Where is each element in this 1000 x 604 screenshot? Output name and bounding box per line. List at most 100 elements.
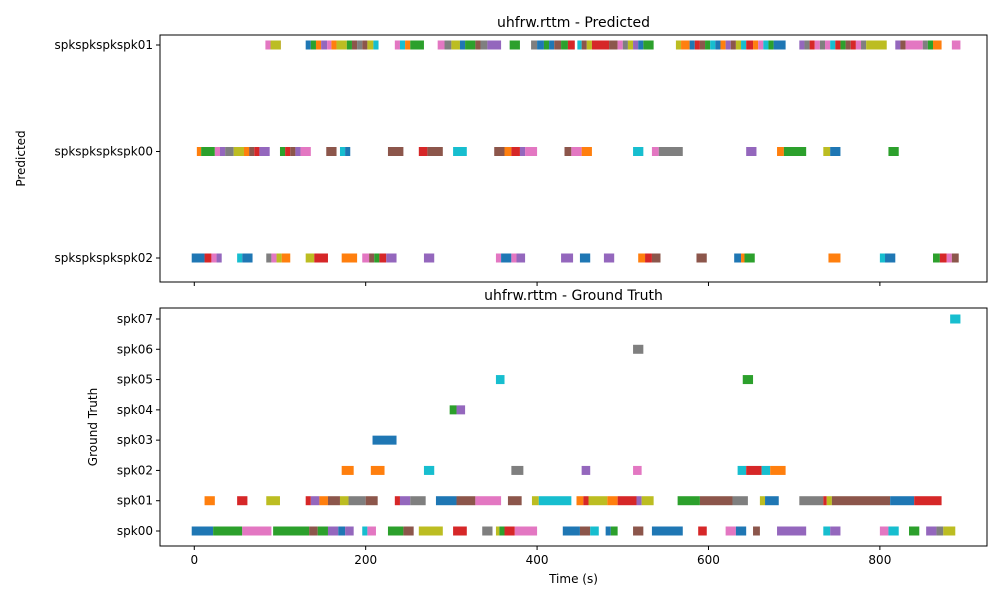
segment-spkspkspkspk02 [281, 253, 291, 263]
segment-spkspkspkspk01 [531, 40, 538, 50]
segment-spkspkspkspk00 [225, 147, 234, 156]
segment-spkspkspkspk01 [321, 40, 328, 50]
segment-spkspkspkspk01 [681, 40, 690, 50]
segment-spkspkspkspk01 [741, 40, 747, 50]
segment-spkspkspkspk02 [341, 253, 358, 263]
segment-spk00 [327, 526, 339, 536]
segment-spkspkspkspk01 [927, 40, 934, 50]
segment-spkspkspkspk01 [933, 40, 942, 50]
segment-spkspkspkspk01 [819, 40, 826, 50]
y-tick-label: spkspkspkspk00 [54, 145, 153, 159]
segment-spkspkspkspk02 [379, 253, 387, 263]
segment-spk01 [641, 496, 654, 506]
segment-spk01 [435, 496, 457, 506]
segment-spkspkspkspk01 [900, 40, 906, 50]
segment-spkspkspkspk00 [427, 147, 443, 156]
segment-spkspkspkspk01 [850, 40, 856, 50]
segment-spk01 [636, 496, 642, 506]
ground-truth-segments [191, 314, 961, 536]
segment-spkspkspkspk01 [809, 40, 815, 50]
segment-spk00 [499, 526, 505, 536]
segment-spkspkspkspk00 [651, 147, 659, 156]
segment-spkspkspkspk00 [888, 147, 899, 156]
segment-spkspkspkspk01 [394, 40, 400, 50]
segment-spkspkspkspk00 [345, 147, 351, 156]
segment-spkspkspkspk02 [216, 253, 222, 263]
segment-spkspkspkspk00 [519, 147, 526, 156]
segment-spkspkspkspk02 [305, 253, 315, 263]
segment-spkspkspkspk01 [895, 40, 901, 50]
segment-spkspkspkspk01 [675, 40, 682, 50]
segment-spk02 [370, 465, 385, 475]
segment-spk00 [387, 526, 404, 536]
segment-spk00 [317, 526, 328, 536]
segment-spk04 [449, 405, 457, 415]
segment-spkspkspkspk01 [845, 40, 851, 50]
segment-spkspkspkspk01 [799, 40, 805, 50]
segment-spk01 [327, 496, 340, 506]
segment-spkspkspkspk02 [242, 253, 253, 263]
segment-spk00 [562, 526, 580, 536]
segment-spk02 [341, 465, 354, 475]
segment-spkspkspkspk00 [823, 147, 831, 156]
segment-spkspkspkspk01 [591, 40, 610, 50]
segment-spk00 [753, 526, 760, 536]
segment-spkspkspkspk00 [243, 147, 250, 156]
segment-spkspkspkspk01 [465, 40, 476, 50]
segment-spkspkspkspk01 [437, 40, 445, 50]
segment-spkspkspkspk01 [410, 40, 424, 50]
segment-spkspkspkspk01 [459, 40, 466, 50]
segment-spkspkspkspk01 [922, 40, 928, 50]
segment-spk00 [213, 526, 243, 536]
segment-spk01 [759, 496, 766, 506]
segment-spk01 [607, 496, 618, 506]
segment-spk02 [581, 465, 591, 475]
segment-spkspkspkspk02 [645, 253, 652, 263]
predicted-axes-frame [159, 34, 988, 283]
segment-spkspkspkspk01 [735, 40, 742, 50]
segment-spkspkspkspk00 [295, 147, 301, 156]
y-tick-label: spk06 [117, 342, 153, 356]
segment-spkspkspkspk00 [300, 147, 311, 156]
segment-spkspkspkspk01 [866, 40, 887, 50]
segment-spk01 [588, 496, 608, 506]
segment-spk01 [365, 496, 378, 506]
segment-spkspkspkspk00 [830, 147, 841, 156]
segment-spkspkspkspk01 [475, 40, 481, 50]
segment-spk01 [305, 496, 311, 506]
y-tick-label: spkspkspkspk02 [54, 251, 153, 265]
segment-spkspkspkspk01 [746, 40, 754, 50]
predicted-x-ticks [193, 282, 881, 286]
segment-spkspkspkspk01 [633, 40, 639, 50]
segment-spk00 [403, 526, 414, 536]
segment-spk01 [583, 496, 589, 506]
segment-spkspkspkspk01 [362, 40, 368, 50]
segment-spkspkspkspk02 [511, 253, 517, 263]
segment-spkspkspkspk00 [783, 147, 807, 156]
segment-spkspkspkspk00 [581, 147, 592, 156]
segment-spkspkspkspk02 [423, 253, 435, 263]
segment-spkspkspkspk00 [326, 147, 337, 156]
segment-spkspkspkspk00 [525, 147, 538, 156]
segment-spk00 [495, 526, 500, 536]
segment-spkspkspkspk00 [571, 147, 582, 156]
segment-spk00 [418, 526, 443, 536]
ground-truth-axes-frame [159, 307, 988, 547]
predicted-panel: uhfrw.rttm - Predicted spkspkspkspk02spk… [14, 15, 988, 286]
segment-spk01 [617, 496, 637, 506]
segment-spk03 [372, 435, 397, 445]
segment-spk01 [399, 496, 411, 506]
segment-spkspkspkspk01 [725, 40, 731, 50]
segment-spkspkspkspk02 [362, 253, 370, 263]
segment-spk00 [936, 526, 944, 536]
segment-spkspkspkspk00 [285, 147, 291, 156]
segment-spkspkspkspk01 [331, 40, 337, 50]
segment-spk01 [507, 496, 522, 506]
segment-spk05 [742, 375, 754, 385]
segment-spkspkspkspk01 [694, 40, 700, 50]
segment-spkspkspkspk01 [487, 40, 502, 50]
segment-spk02 [761, 465, 771, 475]
segment-spk01 [475, 496, 502, 506]
y-tick-label: spk01 [117, 494, 153, 508]
